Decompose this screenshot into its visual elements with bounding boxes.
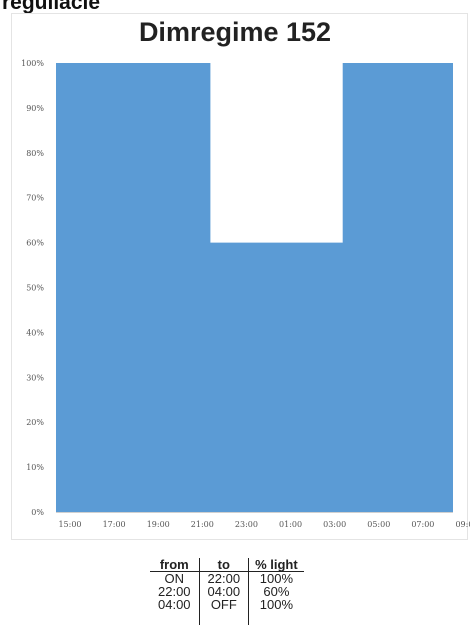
chart-title: Dimregime 152 <box>138 17 332 47</box>
light-level-area <box>56 63 453 512</box>
cell-light: 100% <box>259 597 294 612</box>
y-tick-label: 100% <box>21 59 44 68</box>
y-tick-label: 60% <box>26 239 44 248</box>
y-tick-label: 30% <box>26 373 44 382</box>
x-tick-label: 19:00 <box>147 520 170 529</box>
cell-from: ON <box>150 571 200 585</box>
y-tick-label: 20% <box>26 418 44 427</box>
x-tick-label: 15:00 <box>58 520 81 529</box>
x-tick-label: 07:00 <box>411 520 434 529</box>
x-tick-label: 17:00 <box>103 520 126 529</box>
y-tick-label: 80% <box>26 149 44 158</box>
x-tick-label: 05:00 <box>367 520 390 529</box>
cell-from: 22:00 <box>150 585 200 598</box>
cell-light: 100% <box>259 571 294 586</box>
x-tick-label: 03:00 <box>323 520 346 529</box>
x-tick-label: 23:00 <box>235 520 258 529</box>
cell-to: 22:00 <box>199 571 250 585</box>
x-tick-label: 21:00 <box>191 520 214 529</box>
page-heading: reguliacie <box>2 0 101 14</box>
cell-from: 04:00 <box>150 598 200 625</box>
table-row: ON 22:00 100% <box>150 571 304 586</box>
cell-light: 60% <box>263 584 290 599</box>
schedule-header-row: from to % light <box>150 558 304 572</box>
x-tick-label: 01:00 <box>279 520 302 529</box>
y-tick-label: 40% <box>26 328 44 337</box>
cell-to: OFF <box>199 598 250 625</box>
y-tick-label: 90% <box>26 104 44 113</box>
header-from: from <box>150 558 200 572</box>
header-to: to <box>199 558 250 572</box>
y-tick-label: 10% <box>26 463 44 472</box>
schedule-table: from to % light ON 22:00 100% 22:00 04:0… <box>150 558 304 625</box>
header-light: % light <box>248 558 304 572</box>
table-row: 22:00 04:00 60% <box>150 585 304 598</box>
y-tick-label: 50% <box>26 284 44 293</box>
x-tick-label: 09:00 <box>455 520 470 529</box>
cell-to: 04:00 <box>199 585 250 598</box>
chart-plot: 0% 10% 20% 30% 40% 50% 60% 70% 80% 90% 100% 15:00 17… <box>21 59 470 529</box>
y-tick-label: 0% <box>31 508 44 517</box>
y-tick-label: 70% <box>26 194 44 203</box>
table-row: 04:00 OFF 100% <box>150 598 304 625</box>
